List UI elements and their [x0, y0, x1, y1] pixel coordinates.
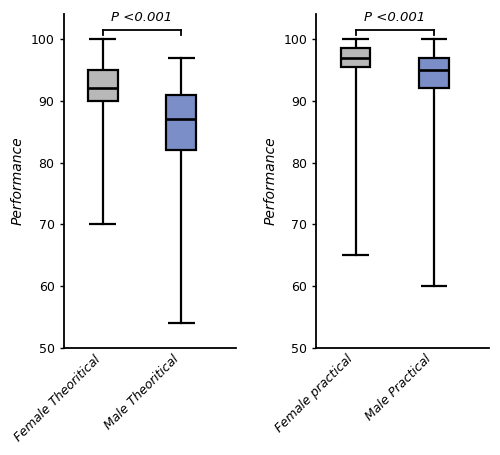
Bar	[166, 95, 196, 150]
Bar	[88, 70, 118, 101]
Bar	[419, 58, 449, 88]
Y-axis label: Performance: Performance	[11, 137, 25, 225]
Y-axis label: Performance: Performance	[264, 137, 278, 225]
Text: P <0.001: P <0.001	[364, 10, 426, 24]
Bar	[340, 48, 370, 67]
Text: P <0.001: P <0.001	[112, 10, 172, 24]
